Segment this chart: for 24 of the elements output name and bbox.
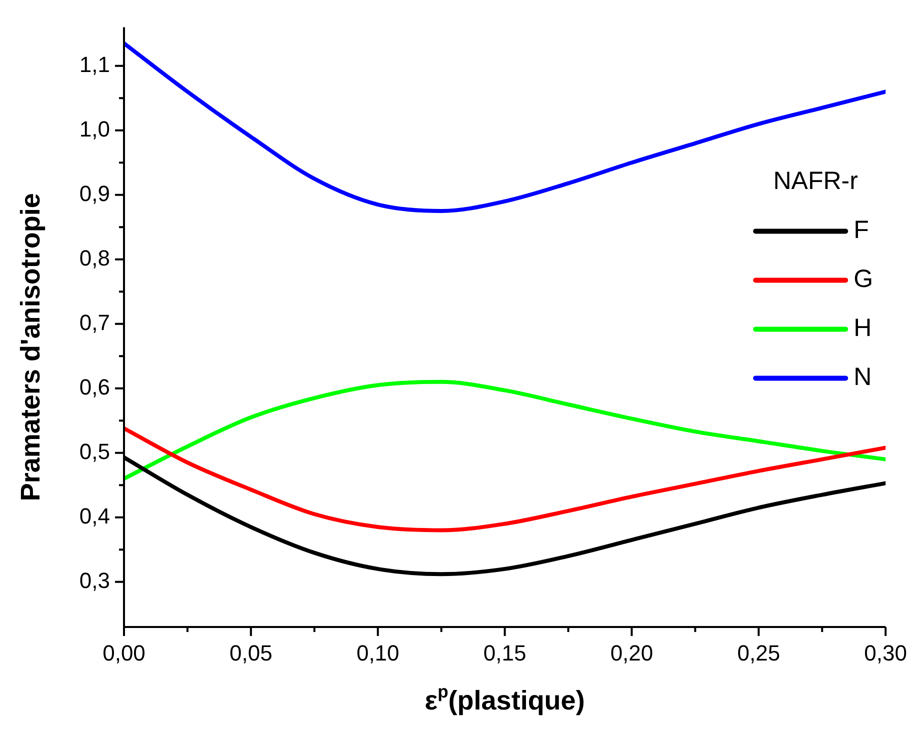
legend-label: H: [854, 314, 872, 342]
x-tick-label: 0,15: [483, 640, 526, 666]
legend-title: NAFR-r: [773, 167, 858, 196]
legend-label: G: [854, 265, 874, 294]
x-tick-label: 0,25: [737, 640, 780, 666]
y-tick-label: 1,0: [79, 116, 110, 142]
y-tick-label: 0,8: [79, 245, 110, 270]
x-tick-label: 0,30: [864, 640, 908, 666]
y-axis-title: Pramaters d'anisotropie: [15, 193, 46, 502]
x-tick-label: 0,20: [610, 640, 654, 666]
y-tick-label: 0,6: [79, 374, 110, 400]
x-tick-label: 0,10: [356, 640, 400, 666]
legend-label: F: [854, 216, 869, 244]
x-tick-label: 0,00: [102, 640, 146, 666]
legend-label: N: [854, 363, 872, 392]
line-series: [124, 426, 886, 532]
y-tick-label: 0,3: [79, 568, 110, 593]
x-tick-label: 0,05: [230, 640, 272, 666]
y-tick-label: 1,1: [79, 52, 110, 77]
y-tick-label: 0,7: [79, 310, 110, 335]
y-tick-label: 0,5: [79, 438, 110, 464]
y-tick-label: 0,9: [79, 180, 110, 206]
line-series: [124, 41, 886, 214]
y-tick-label: 0,4: [79, 503, 110, 528]
